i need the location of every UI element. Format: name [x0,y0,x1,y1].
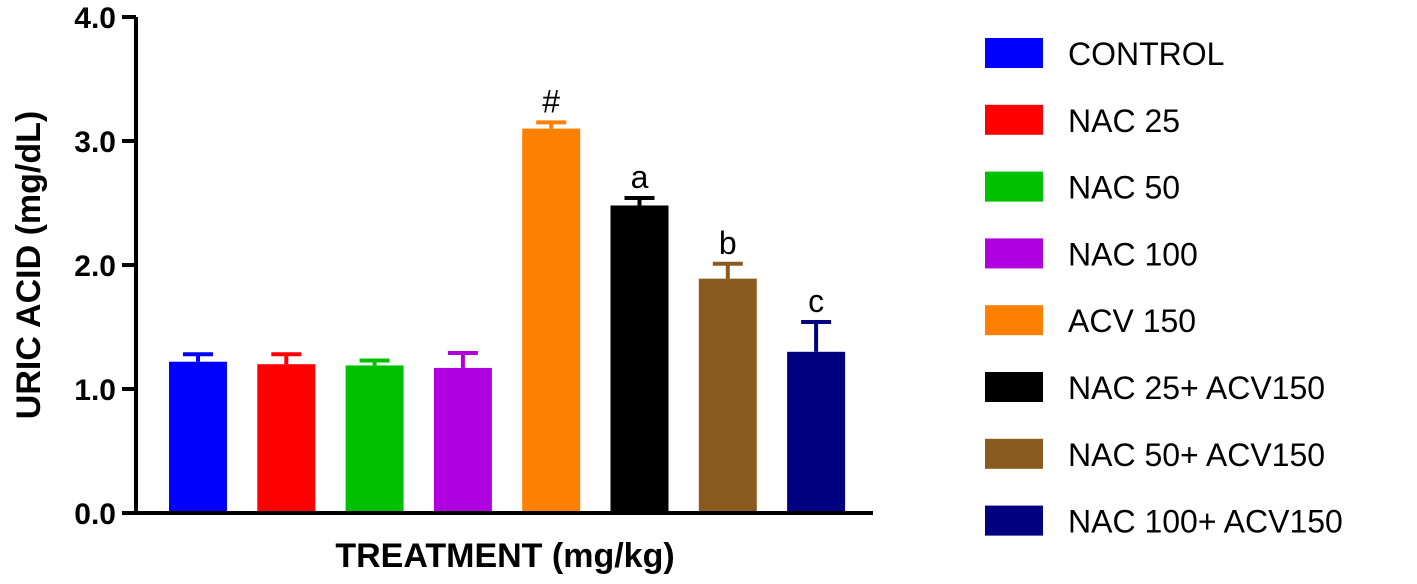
bar [169,361,227,513]
legend-item: ACV 150 [985,303,1196,339]
legend-swatch [985,438,1043,469]
legend-label: NAC 50 [1068,170,1180,206]
significance-label: c [808,283,824,319]
bar-group [169,352,227,513]
legend-label: NAC 50+ ACV150 [1068,437,1325,473]
y-tick-label: 0.0 [74,498,116,531]
legend-item: CONTROL [985,36,1224,72]
bar [345,365,404,513]
y-tick-label: 3.0 [74,126,116,159]
legend-item: NAC 100 [985,236,1198,272]
bar [433,367,492,513]
bar-group [345,358,404,513]
legend-swatch [985,104,1043,135]
significance-label: # [542,83,560,119]
legend-item: NAC 25+ ACV150 [985,370,1325,406]
bar-group: c [787,283,846,513]
bar-group [257,352,316,513]
legend: CONTROL NAC 25 NAC 50 NAC 100 ACV 150 NAC 25+… [985,36,1343,540]
y-axis-title: URIC ACID (mg/dL) [10,111,48,419]
bar [787,351,846,513]
legend-swatch [985,171,1043,202]
legend-swatch [985,305,1043,336]
y-axis-ticks: 0.0 1.0 2.0 3.0 4.0 [74,2,136,531]
legend-item: NAC 25 [985,103,1180,139]
bar-group: b [698,225,757,513]
legend-swatch [985,238,1043,269]
y-tick-label: 1.0 [74,374,116,407]
bar-group: a [610,159,669,514]
legend-swatch [985,372,1043,402]
legend-label: CONTROL [1068,36,1224,72]
legend-label: NAC 100 [1068,236,1198,272]
bar [610,205,669,514]
legend-item: NAC 50+ ACV150 [985,437,1325,473]
legend-item: NAC 50 [985,170,1180,206]
significance-label: b [719,225,737,261]
significance-label: a [631,159,649,195]
bar-group: # [522,83,581,513]
legend-swatch [985,505,1043,536]
legend-label: NAC 100+ ACV150 [1068,504,1343,540]
bar-group [433,351,492,513]
legend-swatch [985,38,1043,68]
legend-item: NAC 100+ ACV150 [985,504,1343,540]
legend-label: NAC 25 [1068,103,1180,139]
legend-label: NAC 25+ ACV150 [1068,370,1325,406]
x-axis-title: TREATMENT (mg/kg) [335,537,674,575]
y-tick-label: 4.0 [74,2,116,35]
bars: # a b c [169,83,846,514]
bar [698,278,757,513]
bar [522,128,581,513]
bar [257,364,316,513]
y-tick-label: 2.0 [74,250,116,283]
legend-label: ACV 150 [1068,303,1196,339]
